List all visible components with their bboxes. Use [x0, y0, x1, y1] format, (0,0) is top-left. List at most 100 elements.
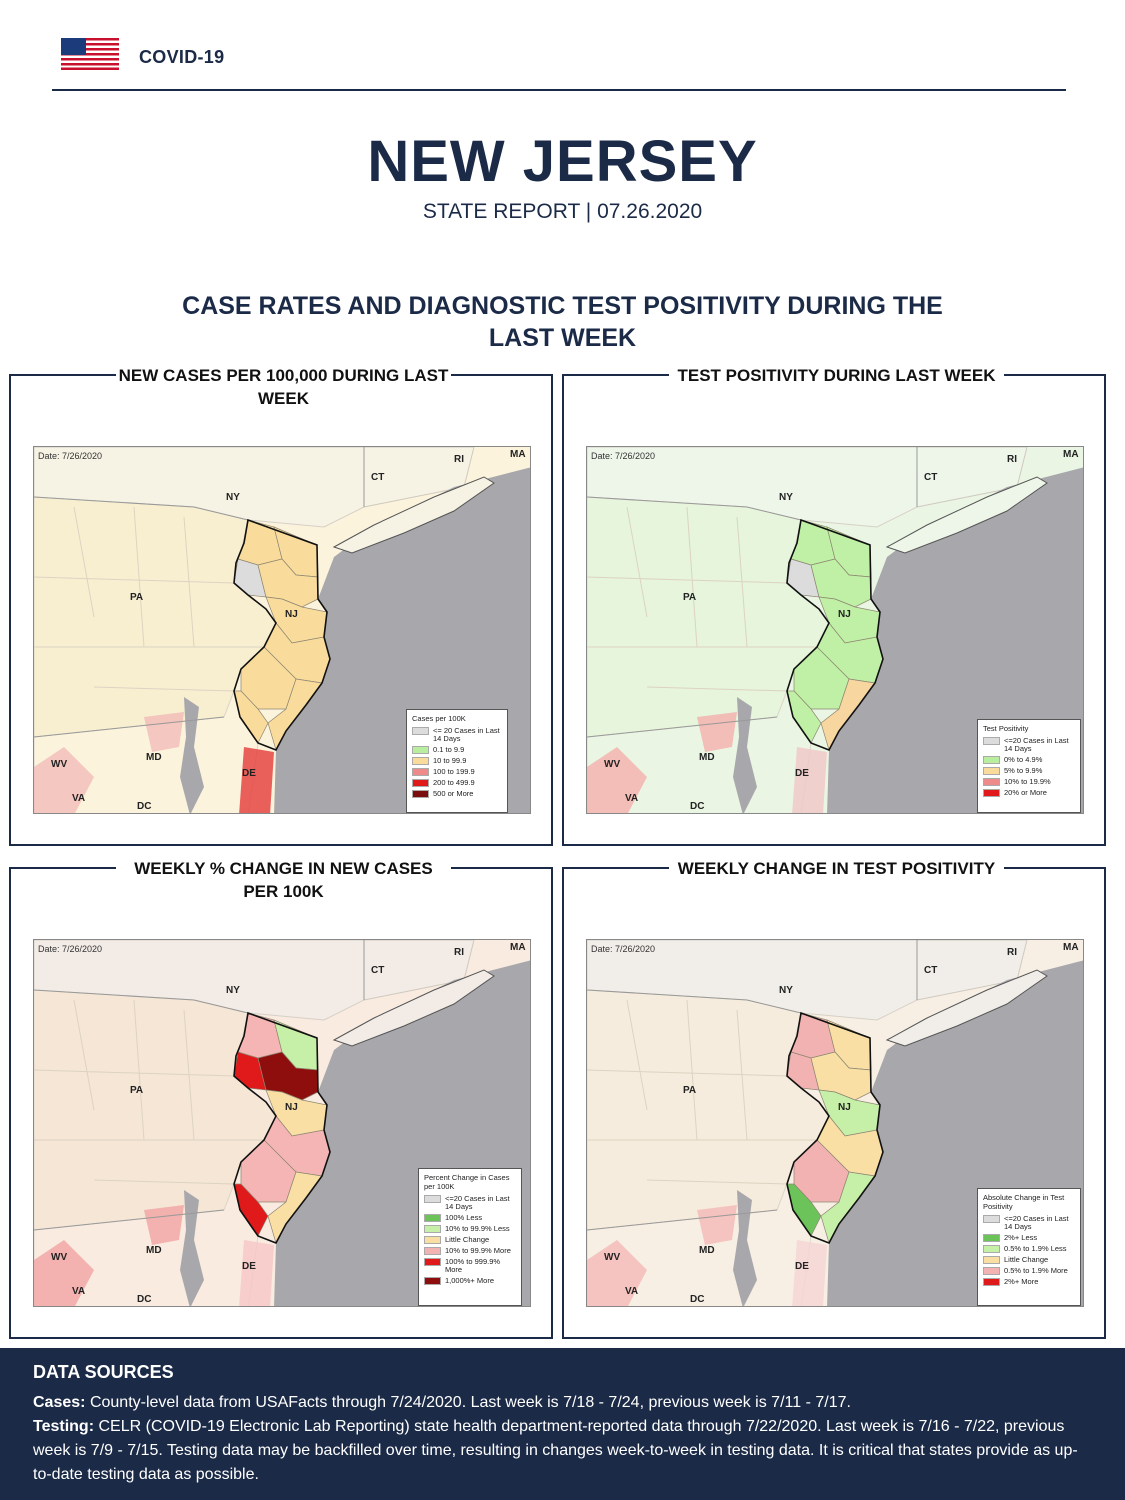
map-label-nj: NJ: [285, 609, 298, 620]
map-label-dc: DC: [137, 801, 152, 812]
legend-swatch: [983, 778, 1000, 786]
header-divider: [52, 89, 1066, 91]
footer-testing: Testing: CELR (COVID-19 Electronic Lab R…: [33, 1415, 1092, 1487]
legend-row: 0% to 4.9%: [983, 756, 1075, 764]
legend-label: 500 or More: [433, 789, 474, 798]
map-label-dc: DC: [690, 1294, 705, 1305]
county-map: NY CT RI MA PA NJ MD DE WV VA DC Date: 7/26/2020 Tes…: [586, 446, 1084, 814]
map-label-md: MD: [699, 1245, 715, 1256]
legend-label: 100% Less: [445, 1213, 483, 1222]
map-label-ct: CT: [371, 965, 385, 976]
county-map: NY CT RI MA PA NJ MD DE WV VA DC Date: 7/26/2020 Cas…: [33, 446, 531, 814]
map-panel: WEEKLY % CHANGE IN NEW CASES PER 100K NY C…: [9, 857, 553, 1339]
legend-row: 500 or More: [412, 790, 502, 798]
legend-label: 5% to 9.9%: [1004, 766, 1043, 775]
map-label-va: VA: [72, 1286, 86, 1297]
legend-swatch: [424, 1258, 441, 1266]
map-label-de: DE: [242, 1261, 256, 1272]
legend-swatch: [412, 790, 429, 798]
map-panel: WEEKLY CHANGE IN TEST POSITIVITY NY CT RI MA…: [562, 857, 1106, 1339]
map-date: Date: 7/26/2020: [591, 451, 656, 461]
legend-row: 10% to 19.9%: [983, 778, 1075, 786]
legend-swatch: [412, 757, 429, 765]
map-label-va: VA: [625, 793, 639, 804]
legend-label: <=20 Cases in Last 14 Days: [1004, 1214, 1069, 1231]
report-subtitle: STATE REPORT | 07.26.2020: [422, 200, 703, 223]
legend-swatch: [983, 1245, 1000, 1253]
map-label-nj: NJ: [838, 609, 851, 620]
legend-label: <= 20 Cases in Last 14 Days: [433, 726, 500, 743]
map-label-wv: WV: [604, 759, 621, 770]
map-label-ri: RI: [454, 454, 464, 465]
section-title: CASE RATES AND DIAGNOSTIC TEST POSITIVIT…: [182, 292, 943, 352]
map-label-nj: NJ: [285, 1102, 298, 1113]
legend-swatch: [424, 1236, 441, 1244]
brand-label: COVID-19: [139, 47, 225, 67]
legend-swatch: [412, 746, 429, 754]
legend-swatch: [983, 1215, 1000, 1223]
map-label-ma: MA: [1063, 449, 1079, 460]
legend-row: Little Change: [983, 1256, 1075, 1264]
legend-swatch: [983, 737, 1000, 745]
legend-title: Test Positivity: [983, 724, 1029, 733]
legend-swatch: [983, 1267, 1000, 1275]
panel-title: WEEKLY % CHANGE IN NEW CASES PER 100K: [116, 857, 451, 903]
map-label-ri: RI: [1007, 947, 1017, 958]
legend-row: 10% to 99.9% More: [424, 1247, 516, 1255]
map-label-ma: MA: [1063, 942, 1079, 953]
legend-swatch: [424, 1225, 441, 1233]
legend-label: 0.1 to 9.9: [433, 745, 465, 754]
legend-row: <=20 Cases in Last 14 Days: [424, 1195, 516, 1211]
legend-label: Little Change: [1004, 1255, 1049, 1264]
us-flag-icon: [61, 38, 119, 70]
legend-label: 2%+ Less: [1004, 1233, 1038, 1242]
footer-cases-label: Cases:: [33, 1394, 86, 1411]
legend-row: 5% to 9.9%: [983, 767, 1075, 775]
map-date: Date: 7/26/2020: [38, 944, 103, 954]
county-map: NY CT RI MA PA NJ MD DE WV VA DC Date: 7/26/2020 Per…: [33, 939, 531, 1307]
legend-swatch: [424, 1247, 441, 1255]
footer-cases: Cases: County-level data from USAFacts t…: [33, 1391, 1092, 1415]
map-date: Date: 7/26/2020: [38, 451, 103, 461]
county-map: NY CT RI MA PA NJ MD DE WV VA DC Date: 7/26/2020 Abs…: [586, 939, 1084, 1307]
map-label-ny: NY: [226, 492, 240, 503]
legend-swatch: [412, 727, 429, 735]
legend-row: 100 to 199.9: [412, 768, 502, 776]
map-label-de: DE: [242, 768, 256, 779]
map-label-ny: NY: [779, 985, 793, 996]
map-panel: NEW CASES PER 100,000 DURING LAST WEEK NY…: [9, 364, 553, 846]
legend-label: 0% to 4.9%: [1004, 755, 1043, 764]
legend-swatch: [983, 767, 1000, 775]
footer-cases-text: County-level data from USAFacts through …: [89, 1394, 851, 1411]
map-label-pa: PA: [683, 1085, 697, 1096]
legend-row: 10% to 99.9% Less: [424, 1225, 516, 1233]
legend-swatch: [412, 779, 429, 787]
panel-title: WEEKLY CHANGE IN TEST POSITIVITY: [669, 857, 1004, 880]
legend-row: 1,000%+ More: [424, 1277, 516, 1285]
map-legend: Cases per 100K <= 20 Cases in Last 14 Day…: [406, 709, 508, 813]
legend-title: Percent Change in Cases per 100K: [424, 1173, 510, 1191]
legend-label: 10% to 19.9%: [1004, 777, 1051, 786]
legend-label: 200 to 499.9: [433, 778, 475, 787]
legend-row: 2%+ Less: [983, 1234, 1075, 1242]
legend-row: <= 20 Cases in Last 14 Days: [412, 727, 502, 743]
map-label-dc: DC: [690, 801, 705, 812]
map-label-ma: MA: [510, 942, 526, 953]
map-label-dc: DC: [137, 1294, 152, 1305]
legend-row: 0.5% to 1.9% More: [983, 1267, 1075, 1275]
legend-label: <=20 Cases in Last 14 Days: [445, 1194, 510, 1211]
legend-label: 0.5% to 1.9% More: [1004, 1266, 1068, 1275]
legend-swatch: [983, 1234, 1000, 1242]
state-title: NEW JERSEY: [367, 129, 758, 194]
map-label-va: VA: [72, 793, 86, 804]
map-panel: TEST POSITIVITY DURING LAST WEEK NY CT RI MA…: [562, 364, 1106, 846]
legend-row: 0.1 to 9.9: [412, 746, 502, 754]
map-label-ny: NY: [779, 492, 793, 503]
map-label-ct: CT: [371, 472, 385, 483]
map-label-ri: RI: [1007, 454, 1017, 465]
legend-swatch: [424, 1277, 441, 1285]
legend-swatch: [983, 1256, 1000, 1264]
legend-swatch: [412, 768, 429, 776]
map-label-pa: PA: [130, 1085, 144, 1096]
legend-label: 20% or More: [1004, 788, 1047, 797]
